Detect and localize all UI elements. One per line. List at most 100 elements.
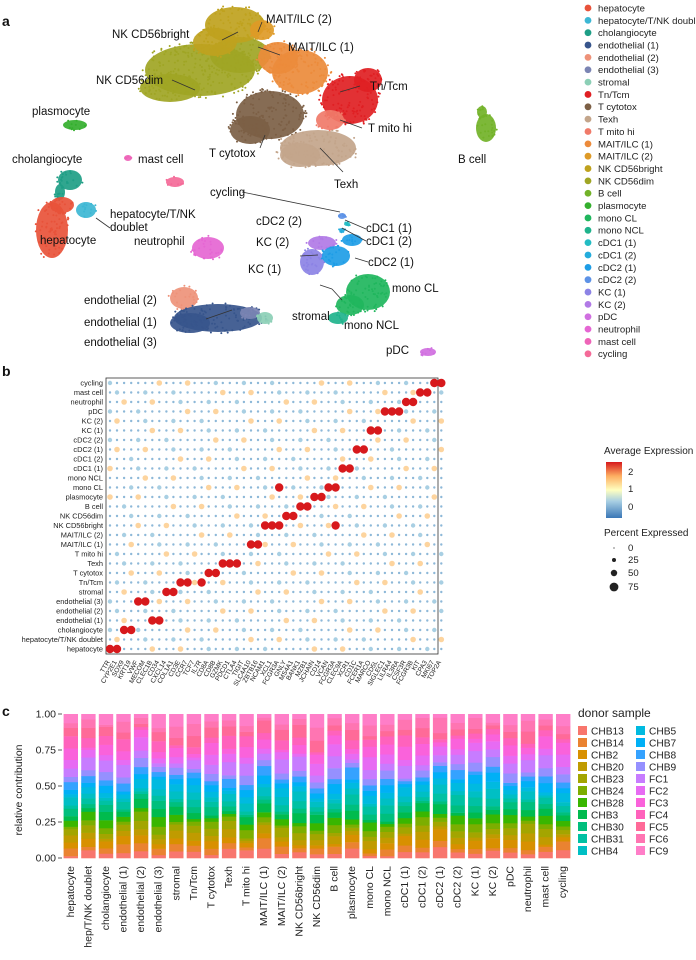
bar-segment-chb3 [292, 813, 307, 824]
dotplot-dot [369, 476, 372, 480]
dotplot-dot [411, 457, 415, 461]
dotplot-dot [426, 533, 429, 537]
dotplot-dot [276, 418, 283, 424]
dotplot-dot [418, 532, 423, 538]
umap-cluster-hepatocyte [34, 197, 74, 258]
bar-segment-fc4 [151, 741, 166, 753]
bar-segment-fc9 [538, 714, 553, 720]
dotplot-dot [158, 438, 161, 442]
dotplot-dot [426, 467, 429, 470]
bar-segment-chb4 [520, 791, 536, 800]
dotplot-dot [426, 476, 429, 480]
dotplot-dot [200, 619, 203, 622]
dotplot-dot [425, 428, 430, 433]
dotplot-dot [192, 466, 197, 471]
dotplot-dot [327, 476, 330, 480]
dotplot-dot [327, 543, 330, 546]
dotplot-dot [313, 438, 316, 442]
dotplot-dot [200, 438, 203, 442]
dotplot-dot [114, 551, 120, 557]
dotplot-dot [204, 568, 213, 578]
bar-segment-chb8 [485, 766, 501, 773]
dotplot-dot [383, 505, 387, 508]
dotplot-dot [214, 533, 217, 537]
dotplot-dot [206, 428, 211, 433]
dotplot-dot [334, 438, 337, 442]
dotplot-dot [397, 381, 401, 385]
dotplot-dot [355, 628, 358, 632]
dotplot-dot [355, 543, 358, 546]
donor-label: FC1 [649, 775, 669, 786]
dotplot-row-t-mito-hi: T mito hi [75, 550, 104, 559]
dotplot-dot [355, 571, 358, 575]
bar-segment-fc3 [556, 742, 571, 755]
dotplot-dot [390, 600, 394, 603]
dotplot-dot [318, 598, 325, 605]
bar-segment-chb13 [468, 853, 483, 859]
bar-segment-chb23 [362, 836, 377, 842]
dotplot-dot [220, 494, 225, 500]
dotplot-dot [253, 540, 263, 549]
bar-segment-chb13 [221, 848, 237, 859]
dotplot-dot [410, 580, 416, 585]
dotplot-dot [199, 418, 204, 424]
bar-segment-chb8 [327, 778, 342, 785]
dotplot-dot [179, 628, 182, 632]
dotplot-dot [285, 410, 288, 413]
dotplot-dot [334, 600, 337, 603]
dotplot-dot [348, 619, 351, 622]
dotplot-dot [426, 581, 429, 584]
bar-segment-chb8 [151, 771, 166, 777]
dotplot-dot [235, 505, 239, 508]
dotplot-dot [213, 599, 218, 604]
dotplot-dot [228, 609, 231, 613]
donor-legend-item-chb30: CHB30 [578, 822, 624, 834]
avg-expression-title: Average Expression [604, 446, 693, 457]
bar-segment-fc9 [450, 714, 465, 723]
dotplot-dot [327, 429, 330, 432]
donor-legend-items: CHB13CHB14CHB2CHB20CHB23CHB24CHB28CHB3CH… [578, 726, 677, 858]
dotplot-dot [292, 638, 295, 641]
dotplot-dot [313, 609, 316, 613]
dotplot-dot [207, 628, 210, 632]
dotplot-dot [433, 524, 436, 527]
dotplot-dot [186, 562, 189, 565]
dotplot-dot [158, 590, 161, 594]
dotplot-dot [228, 467, 231, 470]
dotplot-dot [283, 399, 290, 405]
dotplot-dot [334, 571, 337, 575]
dotplot-dot [285, 600, 288, 603]
dotplot-dot [313, 514, 316, 518]
dotplot-dot [200, 600, 203, 603]
dotplot-dot [376, 476, 380, 480]
dotplot-dot [299, 448, 302, 451]
bar-segment-fc6 [450, 722, 465, 730]
dotplot-dot [270, 419, 274, 423]
dotplot-dot [108, 571, 112, 575]
bar-segment-chb2 [151, 843, 166, 849]
dotplot-dot [278, 619, 281, 622]
bar-segment-chb23 [485, 828, 501, 835]
dotplot-dot [193, 514, 196, 518]
bar-segment-chb2 [98, 841, 114, 849]
bar-segment-chb8 [380, 778, 395, 786]
dotplot-dot [440, 524, 443, 527]
dotplot-dot [158, 448, 161, 451]
bar-segment-fc2 [292, 753, 307, 757]
bar-segment-chb5 [151, 779, 166, 790]
umap-legend-label: B cell [598, 189, 621, 200]
dotplot-dot [249, 571, 253, 575]
bar-segment-chb14 [380, 849, 395, 857]
dotplot-dot [313, 419, 316, 423]
bar-segment-chb24 [538, 824, 553, 829]
bar-segment-chb20 [450, 837, 465, 845]
bar-segment-fc9 [81, 714, 96, 720]
dotplot-dot [242, 562, 246, 565]
donor-label: CHB28 [591, 799, 624, 810]
bar-segment-chb13 [327, 853, 342, 859]
bar-segment-chb3 [450, 812, 465, 816]
dotplot-dot [270, 571, 274, 575]
dotplot-dot [149, 646, 156, 652]
dotplot-dot [362, 543, 365, 546]
dotplot-dot [171, 637, 176, 642]
